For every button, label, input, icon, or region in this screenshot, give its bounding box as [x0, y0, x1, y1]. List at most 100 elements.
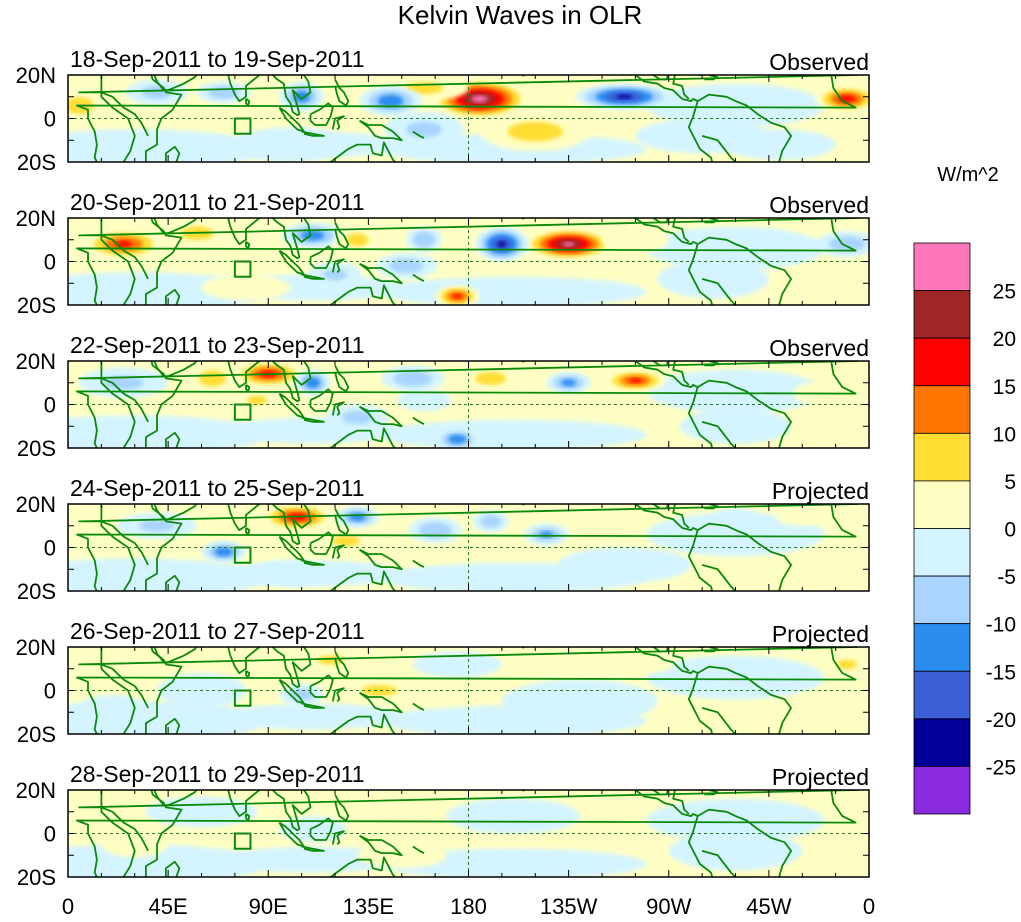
colorbar-swatch	[913, 385, 971, 434]
colorbar-swatch	[913, 337, 971, 387]
anomaly-contour	[361, 685, 398, 696]
weak-anomaly	[68, 558, 269, 591]
coastline	[226, 647, 261, 674]
anomaly-contour	[448, 434, 467, 444]
y-tick-label: 20N	[16, 492, 56, 517]
panel-date-label: 24-Sep-2011 to 25-Sep-2011	[70, 475, 365, 501]
anomaly-contour	[446, 798, 580, 834]
anomaly-contour	[101, 831, 169, 858]
colorbar-label: 25	[993, 281, 1016, 304]
anomaly-contour	[397, 389, 451, 412]
coastline	[76, 504, 857, 591]
anomaly-contour	[79, 694, 146, 721]
coastline	[271, 361, 312, 403]
olr-field	[68, 361, 858, 448]
coastline	[358, 691, 403, 714]
coastlines	[76, 504, 858, 591]
coastline	[687, 243, 714, 305]
coastline	[328, 713, 397, 734]
y-tick-label: 0	[44, 250, 56, 275]
panel-date-label: 28-Sep-2011 to 29-Sep-2011	[70, 761, 365, 787]
weak-anomaly	[379, 848, 647, 877]
colorbar-label: 0	[1004, 519, 1016, 542]
coastline	[76, 361, 857, 448]
weak-anomaly	[223, 846, 402, 873]
coastline	[78, 647, 858, 709]
coastline	[309, 531, 334, 555]
coastline	[652, 790, 690, 815]
panel-date-label: 26-Sep-2011 to 27-Sep-2011	[70, 618, 365, 644]
weak-anomaly	[646, 512, 825, 557]
anomaly-contour	[413, 231, 435, 248]
panel-date-label: 22-Sep-2011 to 23-Sep-2011	[70, 332, 365, 358]
anomaly-contour	[247, 395, 267, 405]
x-tick-label: 180	[450, 894, 487, 919]
x-tick-label: 0	[62, 894, 74, 919]
y-tick-label: 0	[44, 393, 56, 418]
anomaly-contour	[332, 535, 360, 547]
panel-status-label: Projected	[772, 621, 869, 647]
panel-stack: 20N 0 20S 18-Sep-2011 to 19-Sep-2011 Observe…	[16, 46, 870, 890]
anomaly-contour	[497, 241, 507, 248]
y-tick-label: 20S	[17, 722, 56, 747]
colorbar-swatch	[913, 575, 971, 625]
coastline	[358, 548, 403, 571]
colorbar-swatch	[913, 623, 971, 672]
anomaly-contour	[323, 268, 347, 281]
coastline	[334, 793, 350, 822]
coastline	[76, 75, 857, 162]
anomaly-contour	[475, 371, 507, 385]
coastline	[697, 93, 792, 162]
coastline	[76, 218, 857, 305]
coastline	[334, 221, 350, 250]
coastline	[165, 860, 181, 877]
y-tick-label: 20N	[16, 778, 56, 803]
coastline	[697, 522, 792, 591]
y-tick-label: 20S	[17, 579, 56, 604]
coastline	[226, 790, 261, 817]
coastline	[358, 405, 403, 428]
coastline	[334, 507, 350, 536]
colorbar: W/m^2 25 20 15 10 5 0 -5 -10 -15 -20 -25	[913, 164, 1016, 815]
y-tick-label: 20N	[16, 635, 56, 660]
colorbar-label: -5	[997, 566, 1016, 589]
coastline	[701, 850, 737, 877]
weak-anomaly	[646, 655, 825, 700]
coastline	[687, 100, 714, 162]
colorbar-label: -25	[986, 756, 1016, 779]
coastline	[226, 504, 261, 531]
coastline	[245, 98, 251, 107]
panel-status-label: Observed	[769, 335, 869, 361]
colorbar-swatch	[913, 432, 971, 482]
coastline	[226, 75, 261, 102]
coastlines	[76, 75, 858, 162]
olr-field	[68, 218, 869, 305]
coastline	[245, 813, 251, 822]
coastline	[634, 218, 699, 245]
coastline	[701, 278, 737, 305]
coastline	[309, 102, 334, 126]
coastline	[309, 245, 334, 269]
coastline	[697, 236, 792, 305]
anomaly-contour	[501, 679, 658, 724]
coastline	[328, 427, 397, 448]
coastline	[358, 119, 403, 142]
weak-anomaly	[223, 703, 402, 730]
coastline	[309, 388, 334, 412]
coastline	[271, 75, 312, 117]
anomaly-contour	[214, 547, 233, 557]
anomaly-contour	[250, 560, 331, 587]
x-tick-label: 90E	[249, 894, 288, 919]
weak-anomaly	[379, 276, 647, 305]
coastline	[701, 135, 737, 162]
y-tick-label: 0	[44, 536, 56, 561]
x-tick-label: 90W	[646, 894, 691, 919]
panel-date-label: 20-Sep-2011 to 21-Sep-2011	[70, 189, 365, 215]
coastline	[701, 421, 737, 448]
colorbar-swatch	[913, 670, 971, 720]
weak-anomaly	[68, 129, 269, 162]
coastline	[301, 273, 325, 280]
coastline	[78, 218, 858, 280]
coastline	[78, 790, 858, 852]
